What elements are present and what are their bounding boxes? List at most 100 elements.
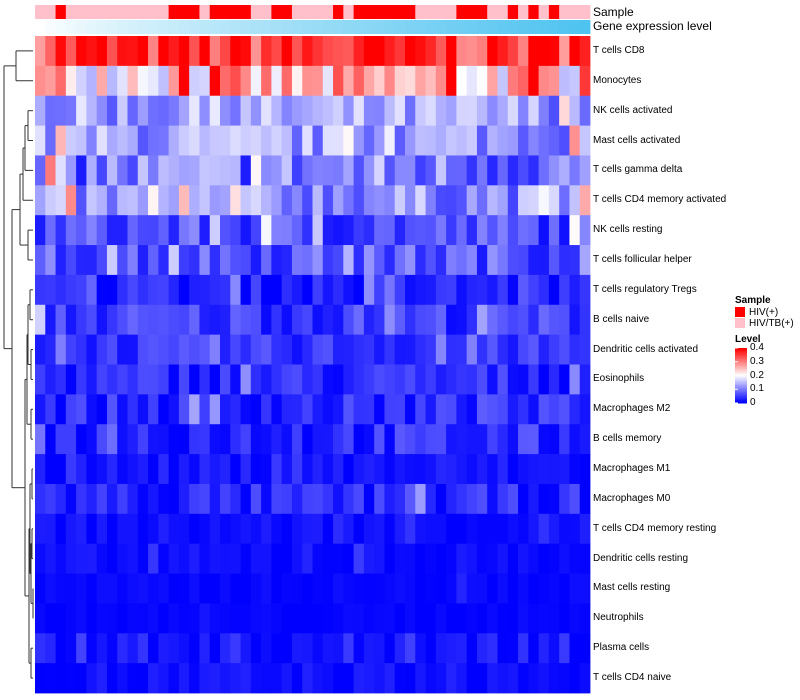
heatmap-cell: [476, 603, 488, 634]
heatmap-cell: [291, 274, 303, 306]
level-legend-gradient-step: [735, 372, 747, 375]
heatmap-cell: [353, 274, 365, 306]
sample-annotation-cell: [209, 5, 221, 19]
heatmap-cell: [538, 543, 550, 574]
heatmap-cell: [405, 543, 416, 574]
heatmap-cell: [579, 125, 591, 156]
sample-annotation-cell: [302, 5, 313, 19]
heatmap-cell: [569, 155, 581, 186]
heatmap-cell: [518, 364, 529, 395]
heatmap-cell: [148, 185, 159, 216]
level-legend-gradient-step: [735, 349, 747, 352]
heatmap-cell: [353, 95, 365, 126]
heatmap-cell: [559, 245, 570, 276]
heatmap-cell: [271, 185, 283, 216]
heatmap-cell: [199, 215, 211, 246]
heatmap-cell: [230, 513, 241, 545]
heatmap-cell: [250, 543, 262, 574]
heatmap-cell: [487, 155, 498, 186]
heatmap-cell: [538, 334, 550, 365]
heatmap-cell: [518, 633, 529, 664]
heatmap-cell: [343, 95, 355, 126]
heatmap-cell: [497, 36, 509, 67]
heatmap-cell: [559, 364, 570, 395]
heatmap-cell: [487, 334, 498, 365]
heatmap-cell: [117, 274, 128, 306]
heatmap-cell: [291, 334, 303, 365]
heatmap-cell: [559, 543, 570, 574]
heatmap-cell: [261, 513, 272, 545]
heatmap-cell: [456, 573, 468, 604]
legend-label-hiv: HIV(+): [749, 307, 779, 318]
gene-expression-annotation-cell: [528, 20, 540, 34]
heatmap-cell: [518, 394, 529, 425]
heatmap-cell: [333, 95, 344, 126]
heatmap-cell: [415, 274, 426, 306]
heatmap-cell: [579, 245, 591, 276]
heatmap-cell: [199, 185, 211, 216]
gene-expression-annotation-cell: [178, 20, 190, 34]
heatmap-cell: [487, 573, 498, 604]
heatmap-cell: [394, 394, 406, 425]
heatmap-cell: [579, 95, 591, 126]
heatmap-cell: [189, 364, 200, 395]
row-label: Macrophages M0: [593, 492, 671, 504]
heatmap-cell: [333, 334, 344, 365]
heatmap-cell: [559, 65, 570, 97]
gene-expression-annotation-cell: [240, 20, 252, 34]
heatmap-cell: [127, 65, 139, 97]
heatmap-cell: [497, 394, 509, 425]
heatmap-cell: [209, 185, 221, 216]
heatmap-cell: [168, 36, 180, 67]
heatmap-cell: [559, 334, 570, 365]
heatmap-cell: [220, 95, 231, 126]
heatmap-cell: [507, 274, 519, 306]
heatmap-cell: [302, 663, 313, 694]
heatmap-cell: [559, 215, 570, 246]
heatmap-cell: [333, 185, 344, 216]
heatmap-cell: [518, 155, 529, 186]
heatmap-cell: [86, 215, 98, 246]
heatmap-cell: [466, 394, 478, 425]
sample-annotation-cell: [343, 5, 355, 19]
heatmap-cell: [497, 65, 509, 97]
heatmap-cell: [425, 334, 437, 365]
heatmap-cell: [148, 155, 159, 186]
heatmap-cell: [456, 454, 468, 485]
heatmap-cell: [548, 155, 560, 186]
heatmap-cell: [415, 334, 426, 365]
heatmap-cell: [363, 334, 375, 365]
row-label: T cells CD4 memory activated: [593, 194, 727, 206]
heatmap-cell: [106, 454, 118, 485]
gene-expression-annotation-cell: [86, 20, 98, 34]
heatmap-cell: [291, 663, 303, 694]
heatmap-cell: [209, 394, 221, 425]
heatmap-cell: [65, 364, 77, 395]
gene-expression-annotation-cell: [466, 20, 478, 34]
heatmap-cell: [579, 513, 591, 545]
level-legend-gradient-step: [735, 350, 747, 353]
heatmap-cell: [281, 36, 293, 67]
heatmap-cell: [137, 633, 149, 664]
heatmap-cell: [127, 663, 139, 694]
heatmap-cell: [446, 603, 457, 634]
heatmap-cell: [65, 543, 77, 574]
heatmap-cell: [86, 95, 98, 126]
heatmap-cell: [343, 663, 355, 694]
heatmap-cell: [487, 364, 498, 395]
heatmap-cell: [291, 603, 303, 634]
heatmap-cell: [384, 65, 396, 97]
heatmap-cell: [106, 513, 118, 545]
heatmap-cell: [35, 483, 46, 515]
heatmap-cell: [528, 155, 540, 186]
heatmap-cell: [435, 274, 447, 306]
gene-expression-annotation-cell: [117, 20, 128, 34]
heatmap-cell: [158, 513, 170, 545]
heatmap-cell: [456, 304, 468, 336]
level-legend-gradient-step: [735, 401, 747, 404]
heatmap-cell: [405, 185, 416, 216]
heatmap-cell: [158, 454, 170, 485]
heatmap-cell: [476, 334, 488, 365]
heatmap-cell: [394, 364, 406, 395]
heatmap-cell: [569, 543, 581, 574]
